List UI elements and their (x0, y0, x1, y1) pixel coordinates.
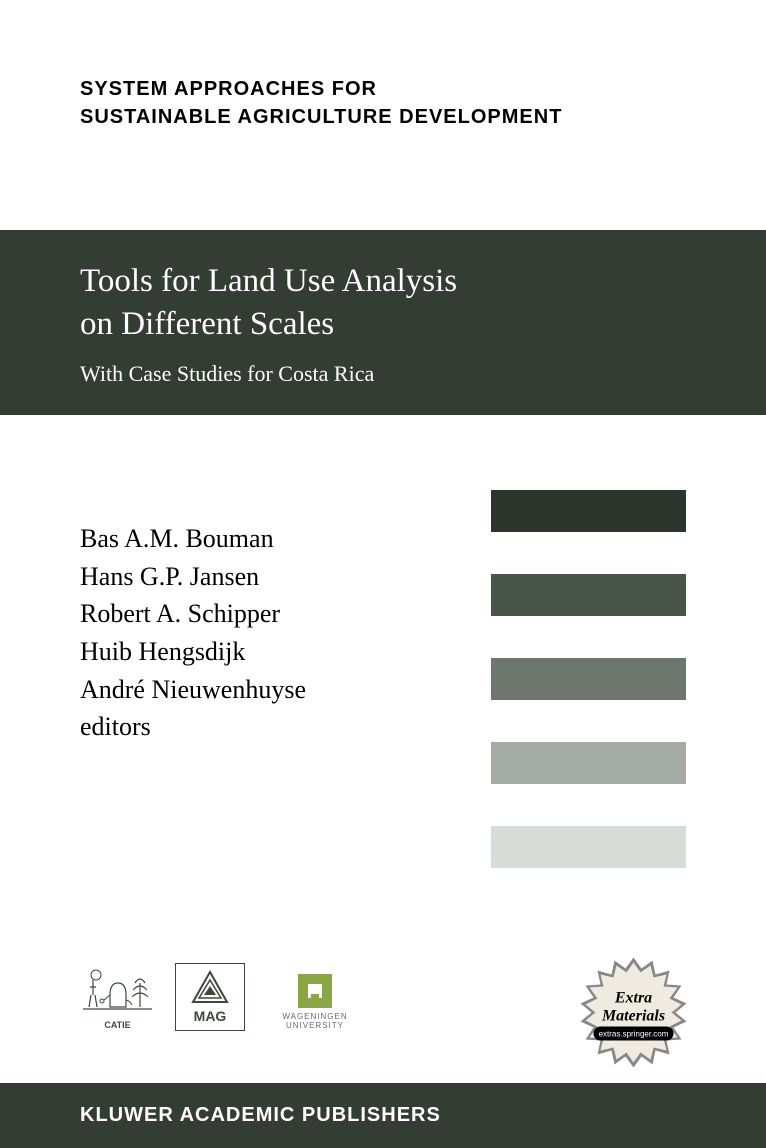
editors-list: Bas A.M. Bouman Hans G.P. Jansen Robert … (80, 520, 306, 746)
wageningen-logo: WAGENINGEN UNIVERSITY (265, 963, 365, 1031)
gradient-bar (491, 490, 686, 532)
editor-name: Bas A.M. Bouman (80, 520, 306, 558)
gradient-bar (491, 658, 686, 700)
catie-icon (80, 965, 155, 1020)
extra-materials-badge: Extra Materials extras.springer.com (571, 950, 696, 1075)
mag-icon (189, 970, 231, 1008)
series-line1: SYSTEM APPROACHES FOR (80, 75, 562, 103)
badge-url: extras.springer.com (599, 1030, 669, 1039)
editor-name: Huib Hengsdijk (80, 633, 306, 671)
gradient-bar (491, 742, 686, 784)
wageningen-icon (294, 970, 336, 1012)
series-line2: SUSTAINABLE AGRICULTURE DEVELOPMENT (80, 103, 562, 131)
mag-logo: MAG (175, 963, 245, 1031)
editor-name: Hans G.P. Jansen (80, 558, 306, 596)
editors-label: editors (80, 708, 306, 746)
catie-logo: CATIE (80, 963, 155, 1031)
gradient-bar (491, 574, 686, 616)
wageningen-line2: UNIVERSITY (286, 1021, 344, 1030)
logos-row: CATIE MAG WAGENINGEN UNIVERSITY (80, 963, 365, 1031)
title-band: Tools for Land Use Analysis on Different… (0, 230, 766, 415)
title-line1: Tools for Land Use Analysis (80, 263, 457, 299)
gradient-bar (491, 826, 686, 868)
starburst-icon: Extra Materials extras.springer.com (571, 950, 696, 1075)
mag-label: MAG (194, 1008, 227, 1024)
badge-line1: Extra (614, 990, 652, 1007)
title-line2: on Different Scales (80, 306, 334, 342)
editor-name: Robert A. Schipper (80, 595, 306, 633)
publisher-name: KLUWER ACADEMIC PUBLISHERS (80, 1104, 441, 1127)
book-title: Tools for Land Use Analysis on Different… (80, 260, 686, 346)
publisher-band: KLUWER ACADEMIC PUBLISHERS (0, 1083, 766, 1148)
editor-name: André Nieuwenhuyse (80, 671, 306, 709)
series-title: SYSTEM APPROACHES FOR SUSTAINABLE AGRICU… (80, 75, 562, 131)
badge-line2: Materials (601, 1008, 665, 1025)
book-subtitle: With Case Studies for Costa Rica (80, 361, 686, 387)
wageningen-line1: WAGENINGEN (282, 1012, 347, 1021)
wageningen-label: WAGENINGEN UNIVERSITY (282, 1012, 347, 1031)
catie-label: CATIE (104, 1020, 130, 1030)
decorative-bars (491, 490, 686, 868)
